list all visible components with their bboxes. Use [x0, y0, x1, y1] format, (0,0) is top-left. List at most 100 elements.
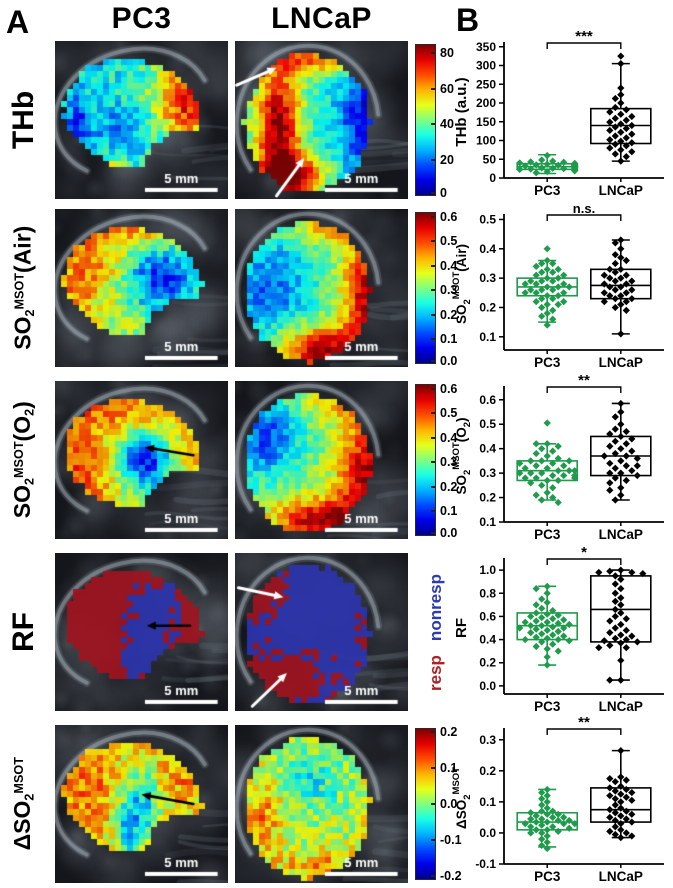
data-point-diamond: [606, 479, 614, 487]
data-point-diamond: [538, 595, 546, 603]
data-point-diamond: [617, 484, 625, 492]
data-point-diamond: [549, 623, 557, 631]
colorbar-tick-label: 0.6: [440, 209, 458, 224]
colorbar-tick-mark: [431, 436, 435, 439]
significance-bracket: [546, 42, 622, 49]
data-point-diamond: [611, 816, 619, 825]
data-point-diamond: [611, 132, 619, 140]
data-point-diamond: [543, 589, 551, 597]
data-point-diamond: [543, 476, 551, 485]
data-point-diamond: [622, 106, 630, 114]
data-point-diamond: [617, 432, 625, 441]
data-point-diamond: [543, 160, 551, 168]
boxplot-so2air: 0.1 0.2 0.3 0.4 0.5 SO2MSOT(Air) PC3 LNCaP n.s.: [451, 201, 664, 370]
colorbar-tick-mark: [431, 264, 435, 267]
y-axis-label: THb (a.u.): [453, 77, 470, 146]
data-point-diamond: [617, 804, 625, 812]
data-point-diamond: [554, 619, 562, 627]
row-label-text: RF: [7, 612, 40, 652]
data-point-diamond: [532, 609, 540, 617]
data-point-diamond: [527, 809, 535, 817]
row-label-so2air: SO2MSOT(Air): [0, 209, 48, 367]
data-point-diamond: [516, 165, 524, 173]
x-category-label: LNCaP: [599, 869, 643, 884]
data-point-diamond: [543, 844, 551, 853]
data-point-diamond: [617, 656, 625, 665]
data-point-diamond: [543, 168, 551, 176]
row-label-text: ΔSO2MSOT: [9, 757, 38, 851]
dso2-lncap-msot-image: [235, 725, 408, 883]
data-point-diamond: [571, 474, 579, 482]
data-point-diamond: [611, 580, 619, 588]
colorbar-tick-mark: [431, 412, 435, 415]
colorbar-tick-mark: [431, 730, 435, 733]
data-point-diamond: [543, 292, 551, 300]
data-point-diamond: [628, 632, 636, 640]
colorbar-tick-mark: [431, 387, 435, 390]
subscript: 2: [23, 793, 38, 801]
data-point-diamond: [622, 306, 630, 314]
data-point-diamond: [611, 605, 619, 614]
data-point-diamond: [617, 330, 625, 338]
data-point-diamond: [543, 419, 551, 427]
data-point-diamond: [622, 153, 630, 161]
data-point-diamond: [606, 118, 614, 126]
data-point-diamond: [543, 634, 551, 643]
y-tick-label: 0.2: [479, 300, 496, 314]
data-point-diamond: [527, 158, 535, 166]
y-tick-label: 0.2: [479, 491, 496, 505]
x-category-label: LNCaP: [599, 183, 643, 198]
colorbar-tick-mark: [431, 123, 435, 126]
data-point-diamond: [516, 624, 524, 632]
superscript: MSOT: [12, 757, 27, 794]
colorbar-tick-mark: [431, 875, 435, 878]
data-point-diamond: [633, 638, 641, 646]
data-point-diamond: [543, 626, 551, 634]
data-point-diamond: [628, 788, 636, 797]
data-point-diamond: [622, 116, 630, 124]
colorbar-gradient: [415, 44, 436, 196]
data-point-diamond: [543, 582, 551, 590]
thb-lncap-msot-image: [235, 41, 408, 199]
data-point-diamond: [622, 807, 630, 815]
data-point-diamond: [532, 280, 540, 288]
data-point-diamond: [622, 776, 630, 784]
data-point-diamond: [560, 632, 568, 640]
data-point-diamond: [532, 449, 540, 458]
colorbar-tick-label: 0.3: [440, 455, 458, 470]
data-point-diamond: [611, 624, 619, 632]
y-tick-label: 0.4: [479, 242, 496, 256]
msot-ultrasound-overlay-canvas: [235, 553, 408, 711]
data-point-diamond: [617, 620, 625, 629]
row-label-text: SO2MSOT(O2): [9, 401, 38, 519]
data-point-diamond: [532, 161, 540, 169]
data-point-diamond: [617, 157, 625, 165]
y-tick-label: 50: [483, 152, 497, 166]
y-tick-label: 0.0: [479, 679, 496, 693]
colorbar-tick-mark: [431, 766, 435, 769]
data-point-diamond: [532, 642, 540, 651]
data-point-diamond: [611, 150, 619, 158]
data-point-diamond: [606, 108, 614, 116]
row-label-text: SO2MSOT(Air): [9, 225, 38, 351]
colorbar-tick-label: 0.2: [440, 724, 458, 739]
data-point-diamond: [554, 647, 562, 655]
data-point-diamond: [554, 635, 562, 644]
data-point-diamond: [554, 292, 562, 300]
msot-ultrasound-overlay-canvas: [235, 725, 408, 883]
data-point-diamond: [611, 114, 619, 122]
row-label-dso2: ΔSO2MSOT: [0, 725, 48, 883]
data-point-diamond: [527, 622, 535, 630]
data-point-diamond: [549, 268, 557, 276]
data-point-diamond: [622, 644, 630, 652]
data-point-diamond: [606, 617, 614, 625]
y-tick-label: 0.1: [479, 330, 496, 344]
data-point-diamond: [549, 631, 557, 639]
data-point-diamond: [549, 471, 557, 480]
data-point-diamond: [532, 440, 540, 448]
x-category-label: LNCaP: [599, 527, 643, 542]
data-point-diamond: [611, 94, 619, 103]
data-point-diamond: [617, 820, 625, 828]
colorbar-tick-label: 0.6: [440, 381, 458, 396]
colorbar-tick-label: -0.2: [440, 869, 462, 884]
